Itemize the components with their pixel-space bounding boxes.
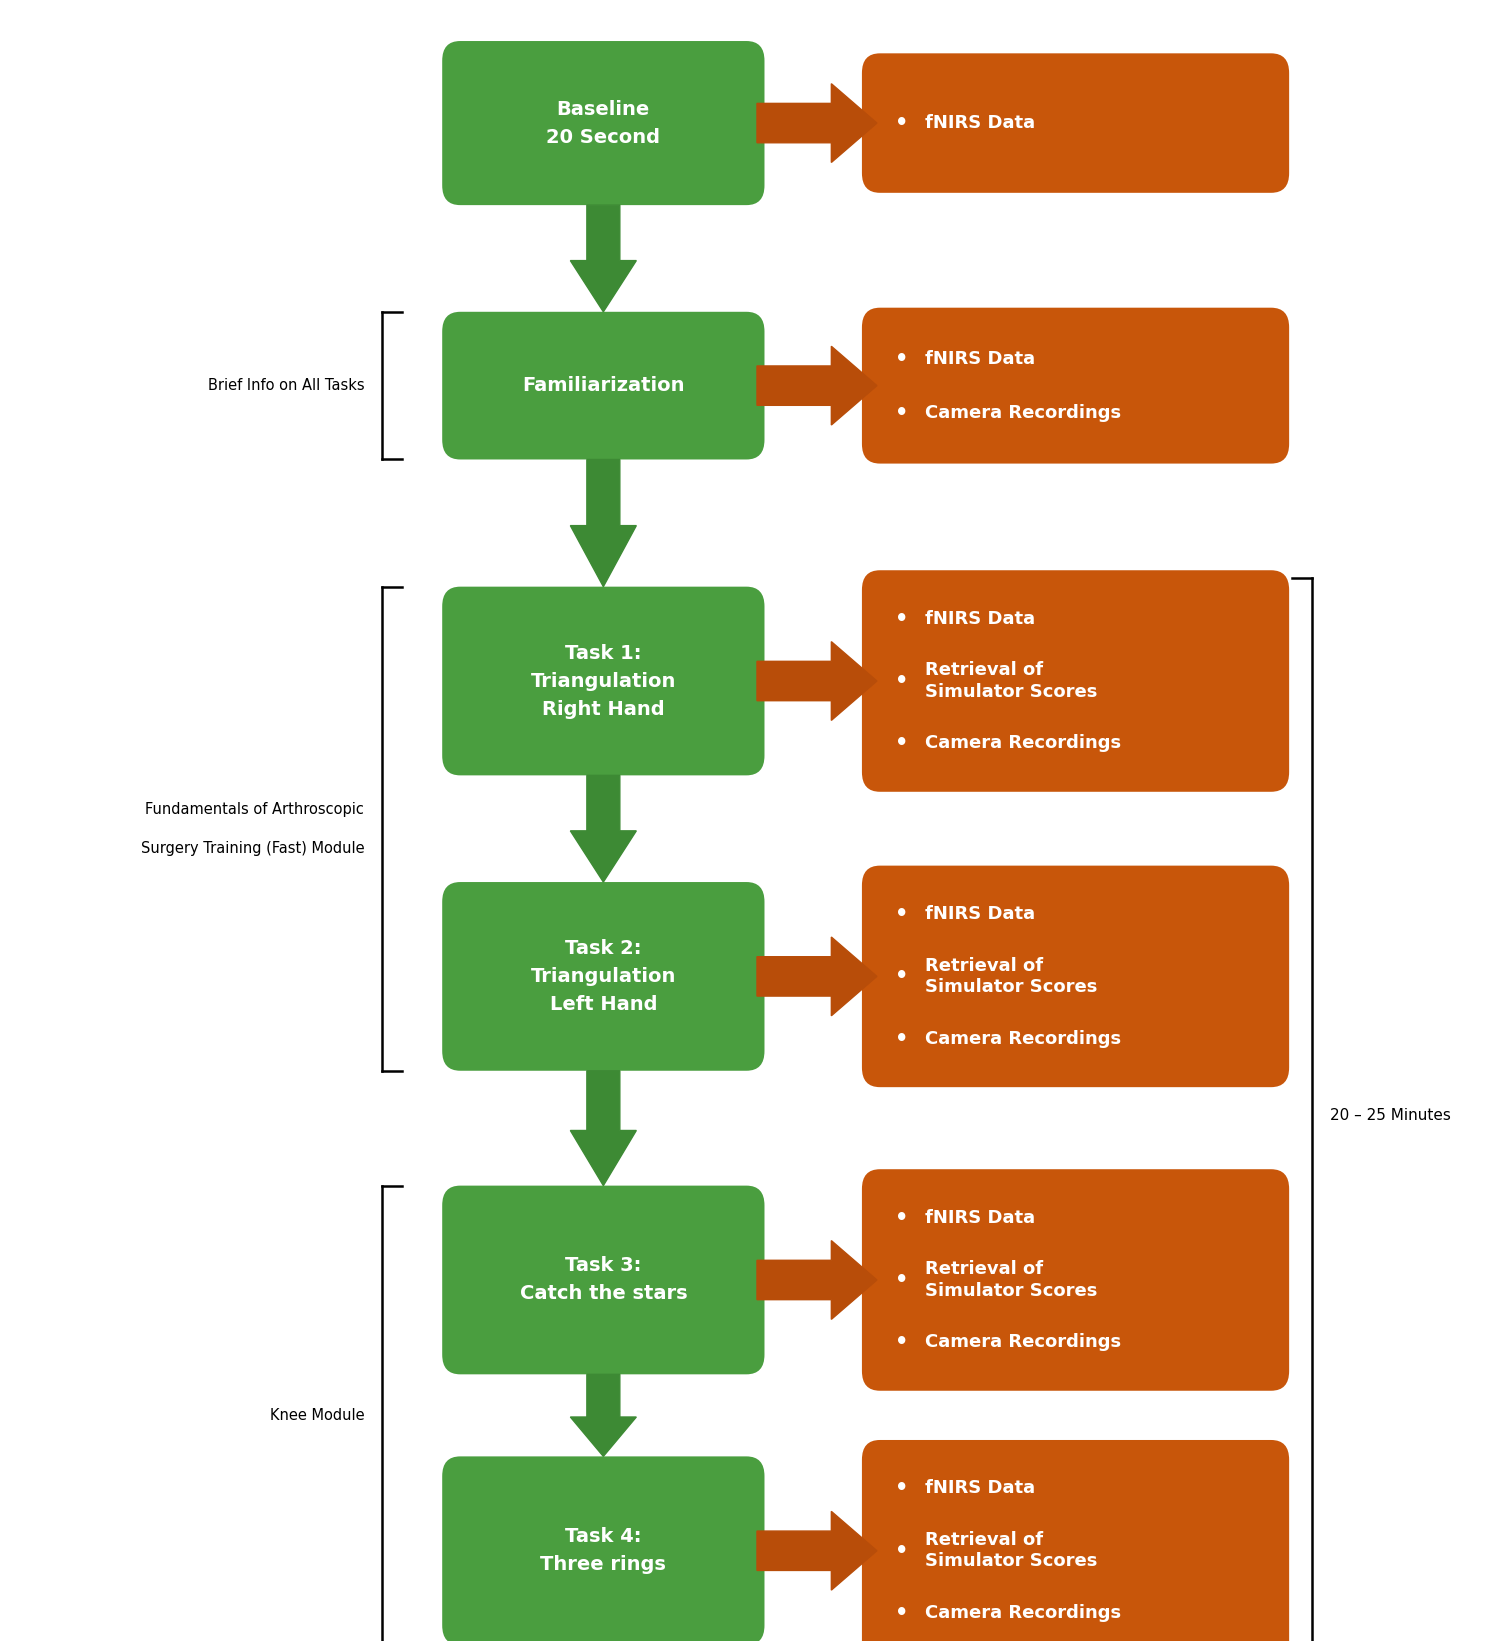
- Polygon shape: [757, 642, 877, 720]
- Text: •: •: [895, 1479, 908, 1498]
- Text: •: •: [895, 402, 908, 423]
- Text: fNIRS Data: fNIRS Data: [925, 115, 1034, 131]
- Text: Task 3:
Catch the stars: Task 3: Catch the stars: [520, 1257, 687, 1303]
- Text: Baseline
20 Second: Baseline 20 Second: [546, 100, 661, 146]
- Text: 20 – 25 Minutes: 20 – 25 Minutes: [1330, 1108, 1451, 1124]
- Text: •: •: [895, 609, 908, 629]
- Text: Surgery Training (Fast) Module: Surgery Training (Fast) Module: [141, 840, 364, 857]
- FancyBboxPatch shape: [862, 569, 1289, 793]
- Text: fNIRS Data: fNIRS Data: [925, 350, 1034, 368]
- FancyBboxPatch shape: [442, 1457, 764, 1641]
- Polygon shape: [570, 459, 636, 586]
- Text: •: •: [895, 904, 908, 924]
- Polygon shape: [757, 1241, 877, 1319]
- Text: •: •: [895, 113, 908, 133]
- Text: Camera Recordings: Camera Recordings: [925, 1334, 1121, 1351]
- Polygon shape: [570, 205, 636, 312]
- Text: •: •: [895, 1029, 908, 1049]
- FancyBboxPatch shape: [442, 1185, 764, 1374]
- FancyBboxPatch shape: [442, 312, 764, 459]
- Polygon shape: [570, 1070, 636, 1185]
- Text: fNIRS Data: fNIRS Data: [925, 1209, 1034, 1226]
- Text: Brief Info on All Tasks: Brief Info on All Tasks: [208, 377, 364, 394]
- Text: •: •: [895, 967, 908, 986]
- Text: fNIRS Data: fNIRS Data: [925, 1480, 1034, 1497]
- Text: •: •: [895, 348, 908, 369]
- Text: Task 2:
Triangulation
Left Hand: Task 2: Triangulation Left Hand: [531, 939, 676, 1014]
- Polygon shape: [757, 84, 877, 162]
- Text: Task 1:
Triangulation
Right Hand: Task 1: Triangulation Right Hand: [531, 643, 676, 719]
- Text: •: •: [895, 1541, 908, 1561]
- Text: •: •: [895, 671, 908, 691]
- Polygon shape: [570, 1374, 636, 1457]
- FancyBboxPatch shape: [442, 881, 764, 1070]
- Text: Retrieval of
Simulator Scores: Retrieval of Simulator Scores: [925, 957, 1097, 996]
- Text: Fundamentals of Arthroscopic: Fundamentals of Arthroscopic: [145, 801, 364, 817]
- Text: Retrieval of
Simulator Scores: Retrieval of Simulator Scores: [925, 1260, 1097, 1300]
- Text: •: •: [895, 1208, 908, 1227]
- Text: Camera Recordings: Camera Recordings: [925, 1605, 1121, 1621]
- Text: Familiarization: Familiarization: [522, 376, 685, 395]
- Text: •: •: [895, 734, 908, 753]
- Text: Retrieval of
Simulator Scores: Retrieval of Simulator Scores: [925, 661, 1097, 701]
- FancyBboxPatch shape: [862, 309, 1289, 463]
- Text: Camera Recordings: Camera Recordings: [925, 1031, 1121, 1047]
- Text: fNIRS Data: fNIRS Data: [925, 906, 1034, 922]
- Text: fNIRS Data: fNIRS Data: [925, 610, 1034, 627]
- Polygon shape: [757, 346, 877, 425]
- FancyBboxPatch shape: [862, 865, 1289, 1086]
- FancyBboxPatch shape: [442, 41, 764, 205]
- Text: Camera Recordings: Camera Recordings: [925, 404, 1121, 422]
- FancyBboxPatch shape: [862, 53, 1289, 192]
- Text: Knee Module: Knee Module: [270, 1408, 364, 1423]
- FancyBboxPatch shape: [862, 1441, 1289, 1641]
- Polygon shape: [570, 776, 636, 881]
- Text: Camera Recordings: Camera Recordings: [925, 735, 1121, 752]
- Text: Task 4:
Three rings: Task 4: Three rings: [541, 1528, 666, 1574]
- FancyBboxPatch shape: [862, 1168, 1289, 1392]
- Text: •: •: [895, 1270, 908, 1290]
- Polygon shape: [757, 1511, 877, 1590]
- Text: •: •: [895, 1603, 908, 1623]
- Text: •: •: [895, 1332, 908, 1352]
- Polygon shape: [757, 937, 877, 1016]
- Text: Retrieval of
Simulator Scores: Retrieval of Simulator Scores: [925, 1531, 1097, 1570]
- FancyBboxPatch shape: [442, 586, 764, 776]
